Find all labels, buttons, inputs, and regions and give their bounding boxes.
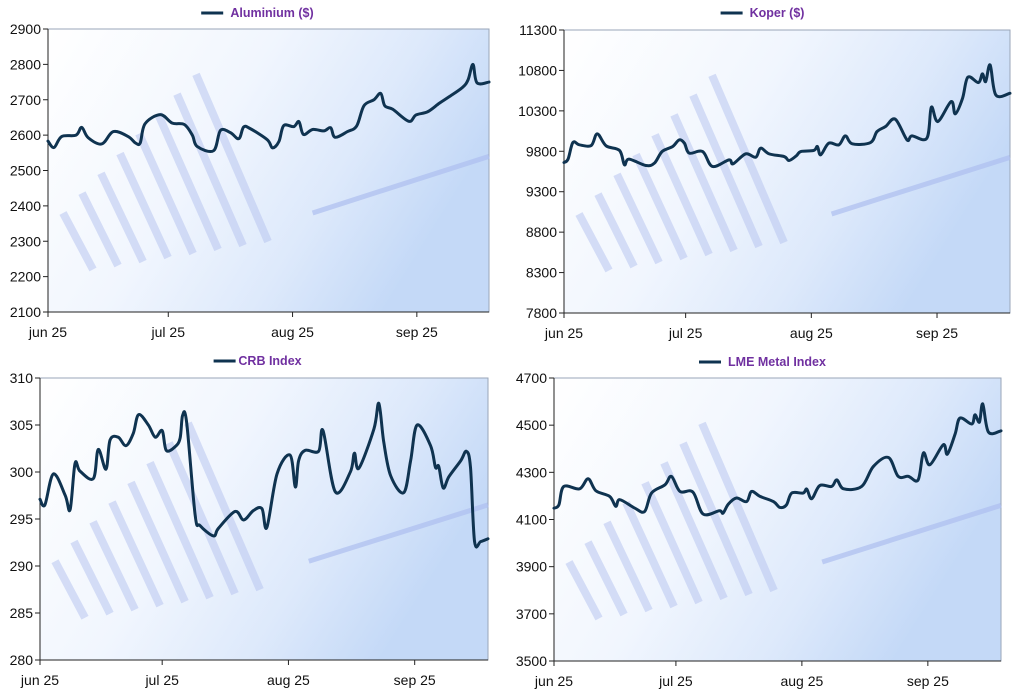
plot-area xyxy=(47,28,490,313)
series-line xyxy=(552,402,1003,517)
y-tick-label: 2400 xyxy=(10,198,41,214)
y-tick-label: 310 xyxy=(10,370,34,386)
y-tick-label: 2900 xyxy=(10,21,41,37)
chart-3: 3500 3700 3900 4100 4300 4500 4700 jun 25 jul 25… xyxy=(516,355,1003,689)
y-tick-label: 8300 xyxy=(526,265,557,281)
background-trend-line xyxy=(308,502,489,564)
y-tick-label: 11300 xyxy=(519,22,557,38)
chart-0: 2100 2200 2300 2400 2500 2600 2700 2800 2900 jun … xyxy=(10,6,491,340)
background-bar xyxy=(603,520,653,613)
y-tick-label: 2200 xyxy=(10,269,41,285)
x-tick-label: aug 25 xyxy=(780,673,823,689)
background-trend-line xyxy=(821,502,1002,565)
plot-area xyxy=(553,377,1002,662)
chart-2: 280 285 290 295 300 305 310 jun 25 jul 25 aug 25 s… xyxy=(10,354,490,688)
background-bar xyxy=(78,191,122,268)
x-tick-label: sep 25 xyxy=(396,324,438,340)
y-tick-label: 4700 xyxy=(516,370,547,386)
background-bar xyxy=(575,212,613,273)
background-bar xyxy=(127,480,189,604)
y-tick-label: 8800 xyxy=(526,224,557,240)
background-bar xyxy=(622,500,678,609)
background-bar xyxy=(192,72,272,244)
legend-label: CRB Index xyxy=(238,354,301,368)
background-bar xyxy=(89,520,139,612)
background-trend-line xyxy=(311,153,490,216)
y-tick-label: 280 xyxy=(10,652,34,668)
background-bar xyxy=(173,92,247,248)
y-tick-label: 2700 xyxy=(10,92,41,108)
y-tick-label: 7800 xyxy=(526,305,557,321)
y-tick-label: 285 xyxy=(10,605,34,621)
y-tick-label: 305 xyxy=(10,417,34,433)
background-bar xyxy=(651,133,713,257)
background-bar xyxy=(584,540,628,617)
x-tick-label: jul 25 xyxy=(658,673,693,689)
legend-label: Koper ($) xyxy=(750,6,805,20)
x-tick-label: jul 25 xyxy=(668,325,703,341)
y-tick-label: 300 xyxy=(10,464,34,480)
x-tick-label: jun 25 xyxy=(28,324,67,340)
y-tick-label: 3500 xyxy=(516,653,547,669)
x-tick-label: sep 25 xyxy=(916,325,958,341)
background-bar xyxy=(708,73,788,245)
y-tick-label: 2300 xyxy=(10,233,41,249)
plot-area xyxy=(563,29,1011,314)
y-tick-label: 10800 xyxy=(518,62,557,78)
x-tick-label: jul 25 xyxy=(151,324,186,340)
x-tick-label: aug 25 xyxy=(267,672,310,688)
background-bar xyxy=(689,93,763,249)
background-bar xyxy=(97,171,147,264)
background-bar xyxy=(698,421,778,593)
chart-1: 7800 8300 8800 9300 9800 10300 10800 11300 jun 2… xyxy=(518,6,1012,341)
background-bar xyxy=(184,421,264,592)
legend-label: Aluminium ($) xyxy=(230,6,313,20)
y-tick-label: 3700 xyxy=(516,606,547,622)
y-tick-label: 9800 xyxy=(526,143,557,159)
y-tick-label: 295 xyxy=(10,511,34,527)
background-bar xyxy=(165,441,239,596)
background-bar xyxy=(632,152,688,261)
background-bar xyxy=(146,460,214,600)
x-tick-label: sep 25 xyxy=(907,673,949,689)
y-tick-label: 2600 xyxy=(10,127,41,143)
background-bar xyxy=(565,560,603,621)
background-bar xyxy=(594,192,638,269)
y-tick-label: 2100 xyxy=(10,304,41,320)
y-tick-label: 290 xyxy=(10,558,34,574)
background-bar xyxy=(670,113,738,253)
background-bar xyxy=(108,500,164,608)
series-line xyxy=(46,62,491,154)
y-tick-label: 4500 xyxy=(516,417,547,433)
y-tick-label: 3900 xyxy=(516,559,547,575)
y-tick-label: 4100 xyxy=(516,512,547,528)
y-tick-label: 10300 xyxy=(518,103,557,119)
background-bar xyxy=(135,132,197,256)
background-bar xyxy=(154,112,222,252)
background-bar xyxy=(59,211,97,272)
series-line xyxy=(38,401,490,549)
x-tick-label: aug 25 xyxy=(790,325,833,341)
y-tick-label: 2500 xyxy=(10,163,41,179)
x-tick-label: jun 25 xyxy=(20,672,59,688)
x-tick-label: jun 25 xyxy=(534,673,573,689)
x-tick-label: jun 25 xyxy=(544,325,583,341)
background-bar xyxy=(679,441,753,597)
background-trend-line xyxy=(830,154,1011,217)
y-tick-label: 9300 xyxy=(526,184,557,200)
y-tick-label: 4300 xyxy=(516,464,547,480)
background-bar xyxy=(613,172,663,265)
x-tick-label: jul 25 xyxy=(144,672,179,688)
background-bar xyxy=(641,481,703,605)
legend-label: LME Metal Index xyxy=(728,355,826,369)
y-tick-label: 2800 xyxy=(10,56,41,72)
background-bar xyxy=(116,151,172,260)
x-tick-label: aug 25 xyxy=(271,324,314,340)
background-bar xyxy=(51,559,89,620)
background-bar xyxy=(70,539,114,616)
x-tick-label: sep 25 xyxy=(394,672,436,688)
background-bar xyxy=(660,461,728,601)
series-line xyxy=(562,63,1012,169)
